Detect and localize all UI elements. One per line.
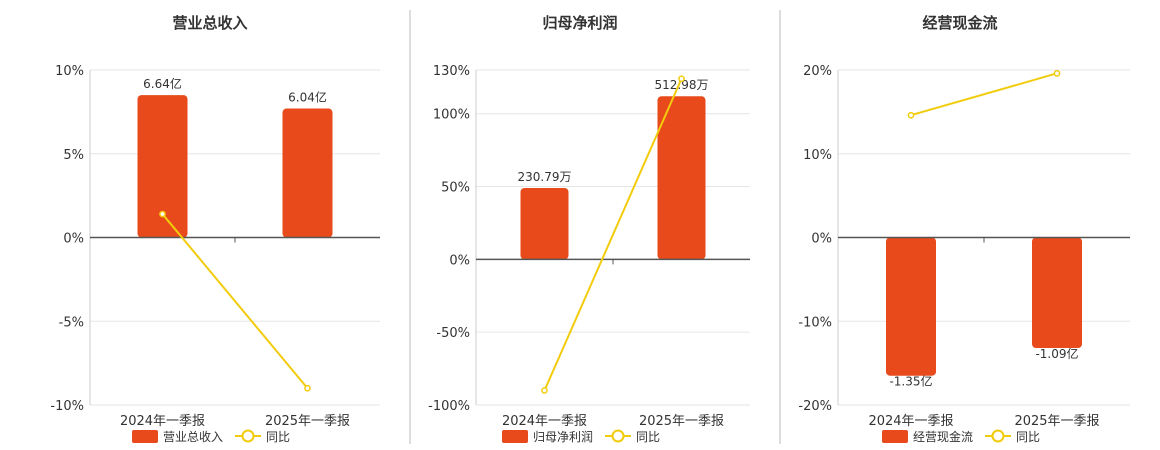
chart-2-yoy-point <box>541 387 548 394</box>
chart-3-category-label: 2024年一季报 <box>868 414 953 429</box>
chart-2-category-label: 2024年一季报 <box>502 414 587 429</box>
chart-1-yoy-point <box>304 384 311 392</box>
chart-3-ytick-label: 0% <box>811 232 832 247</box>
chart-2-ytick-label: 100% <box>433 108 470 123</box>
chart-1-bar <box>282 108 333 238</box>
chart-3-bar <box>1032 237 1082 349</box>
chart-2-ytick-label: -50% <box>436 326 470 341</box>
chart-2-yoy-point <box>678 75 685 83</box>
chart-2-title: 归母净利润 <box>542 14 617 32</box>
chart-2-ytick-label: 0% <box>449 253 470 268</box>
chart-1-yoy-line <box>161 213 309 389</box>
chart-3-ytick-label: 10% <box>803 148 832 163</box>
chart-3-yoy-point <box>1053 70 1061 77</box>
chart-1-ytick-label: -10% <box>50 399 84 414</box>
chart-3-bar-label: -1.09亿 <box>1035 346 1078 361</box>
chart-3-title: 经营现金流 <box>922 14 997 32</box>
chart-1-category-label: 2024年一季报 <box>120 414 205 429</box>
chart-2-legend-bar-label: 归母净利润 <box>533 430 593 444</box>
chart-3-legend-line-marker <box>991 429 1005 443</box>
chart-1-title: 营业总收入 <box>172 14 247 32</box>
chart-1-ytick-label: -5% <box>59 315 84 330</box>
chart-1-legend-line-label: 同比 <box>266 430 290 444</box>
chart-1-yoy-point <box>159 210 166 218</box>
chart-3-category-label: 2025年一季报 <box>1014 414 1099 429</box>
chart-2-ytick-label: 50% <box>441 181 470 196</box>
chart-1-ytick-label: 0% <box>63 232 84 247</box>
chart-2-category-label: 2025年一季报 <box>639 414 724 429</box>
chart-3-yoy-point <box>907 111 915 119</box>
chart-2-legend-bar-swatch <box>502 430 528 443</box>
chart-2-ytick-label: -100% <box>428 399 470 414</box>
chart-2-yoy-line <box>543 78 683 391</box>
chart-2-bar <box>520 187 569 260</box>
chart-1-legend-bar-label: 营业总收入 <box>163 430 223 444</box>
chart-3-ytick-label: -20% <box>798 399 832 414</box>
chart-3-legend-bar-swatch <box>882 430 908 443</box>
chart-2-ytick-label: 130% <box>433 64 470 79</box>
chart-3-legend-line-label: 同比 <box>1016 430 1040 444</box>
chart-3-bar-label: -1.35亿 <box>889 374 932 389</box>
chart-3-yoy-line <box>910 72 1058 117</box>
chart-2-bar-label: 230.79万 <box>518 170 572 184</box>
chart-3-ytick-label: -10% <box>798 315 832 330</box>
chart-1-bar-label: 6.64亿 <box>143 76 182 91</box>
chart-1-bar <box>137 95 188 238</box>
chart-2-bar-label: 512.98万 <box>655 78 709 92</box>
chart-1-ytick-label: 10% <box>55 64 84 79</box>
chart-3-legend-bar-label: 经营现金流 <box>913 429 973 444</box>
chart-3-ytick-label: 20% <box>803 64 832 79</box>
chart-1-legend-line-marker <box>241 429 255 443</box>
chart-1-category-label: 2025年一季报 <box>265 414 350 429</box>
chart-2-legend-line-marker <box>611 429 625 443</box>
chart-2-bar <box>657 96 706 260</box>
chart-3-bar <box>886 237 936 376</box>
chart-1-ytick-label: 5% <box>63 148 84 163</box>
chart-1-legend-bar-swatch <box>132 430 158 443</box>
chart-1-bar-label: 6.04亿 <box>288 90 327 105</box>
chart-2-legend-line-label: 同比 <box>636 430 660 444</box>
